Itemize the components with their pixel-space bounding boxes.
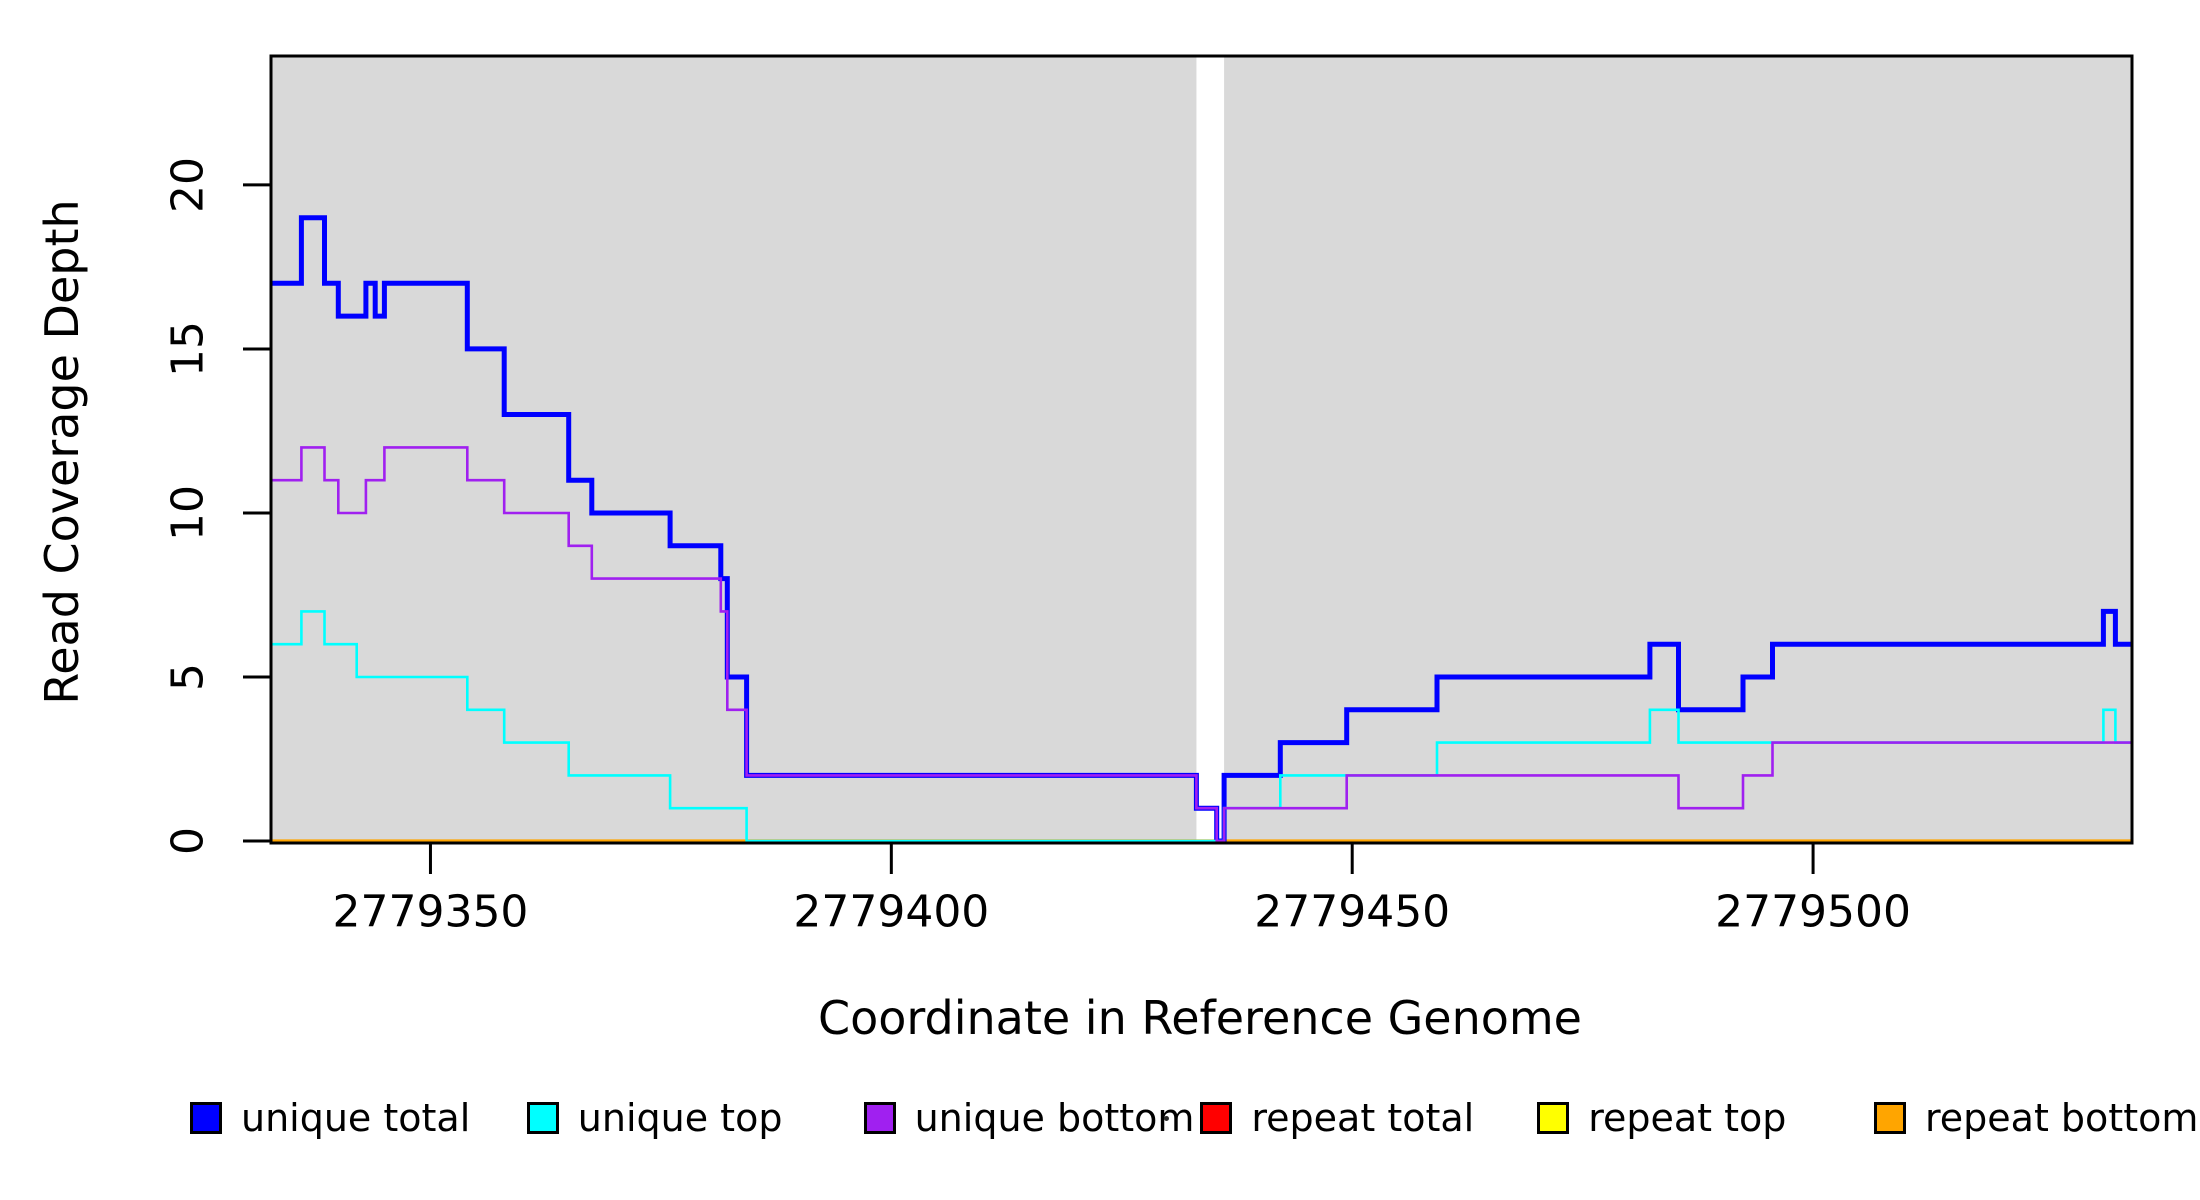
- legend-color-swatch: [1537, 1102, 1570, 1134]
- x-tick-label: 2779400: [793, 886, 990, 938]
- series-line-unique-total: [271, 215, 2132, 844]
- y-axis-label: Read Coverage Depth: [35, 199, 89, 705]
- legend-color-swatch: [1874, 1102, 1906, 1134]
- series-line-unique-top: [271, 610, 2132, 843]
- y-tick-label: 20: [162, 156, 214, 213]
- legend-color-swatch: [863, 1102, 896, 1134]
- x-tick-label: 2779350: [332, 886, 529, 938]
- x-tick-label: 2779450: [1254, 886, 1451, 938]
- legend-label: repeat bottom: [1925, 1096, 2199, 1140]
- x-tick-label: 2779500: [1715, 886, 1912, 938]
- y-tick-label: 15: [162, 320, 214, 377]
- y-tick-label: 0: [162, 827, 214, 855]
- legend-item-repeat-bottom: repeat bottom: [1874, 1096, 2198, 1140]
- legend-item-unique-bottom: unique bottom: [863, 1096, 1194, 1140]
- legend-color-swatch: [526, 1102, 559, 1134]
- stray-dot: [1164, 1116, 1169, 1121]
- plot-panel-left: [271, 56, 1197, 843]
- legend-label: unique bottom: [914, 1096, 1195, 1140]
- legend-label: unique top: [577, 1096, 783, 1140]
- plot-border: [269, 54, 2134, 845]
- legend-label: unique total: [241, 1096, 471, 1140]
- legend-color-swatch: [1200, 1102, 1233, 1134]
- legend-color-swatch: [190, 1102, 222, 1134]
- legend-label: repeat top: [1588, 1096, 1787, 1140]
- x-axis-label: Coordinate in Reference Genome: [818, 991, 1582, 1045]
- legend-label: repeat total: [1251, 1096, 1475, 1140]
- legend-item-repeat-top: repeat top: [1537, 1096, 1786, 1140]
- series-line-unique-bottom: [271, 446, 2132, 843]
- legend-item-unique-total: unique total: [190, 1096, 470, 1140]
- y-tick-label: 10: [162, 484, 214, 541]
- legend-item-repeat-total: repeat total: [1200, 1096, 1474, 1140]
- y-tick-label: 5: [162, 662, 214, 691]
- legend-item-unique-top: unique top: [526, 1096, 782, 1140]
